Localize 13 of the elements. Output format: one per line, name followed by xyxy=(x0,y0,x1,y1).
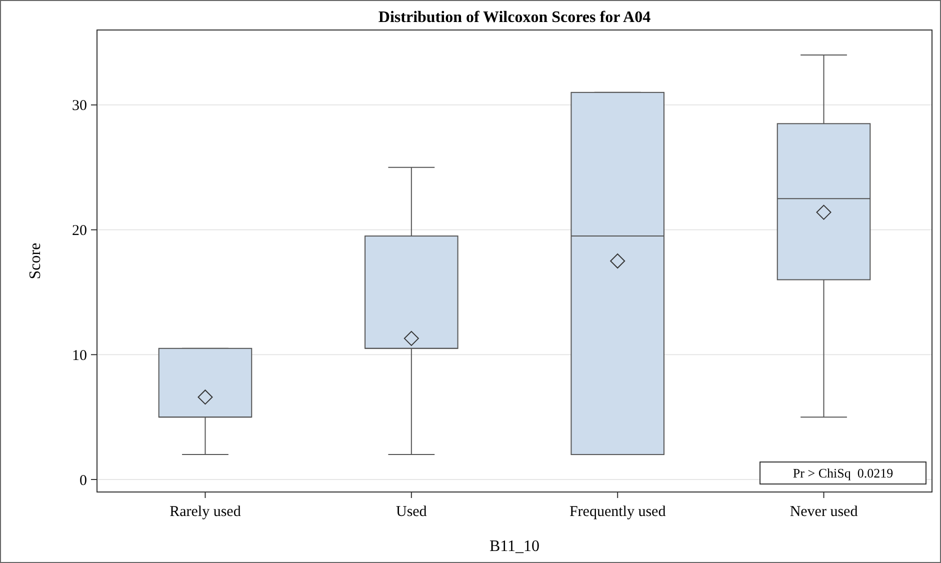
x-tick-label: Used xyxy=(396,504,428,520)
x-axis-title: B11_10 xyxy=(489,538,540,555)
note-box: Pr > ChiSq 0.0219 xyxy=(760,462,926,484)
y-tick-label: 0 xyxy=(80,472,87,489)
x-tick-label: Rarely used xyxy=(170,504,242,520)
annotation: Pr > ChiSq 0.0219 xyxy=(792,466,894,481)
chart-title: Distribution of Wilcoxon Scores for A04 xyxy=(378,9,651,26)
x-tick-label: Frequently used xyxy=(569,504,666,520)
y-tick-label: 20 xyxy=(72,223,87,240)
y-tick-label: 30 xyxy=(72,98,87,114)
y-tick-label: 10 xyxy=(72,348,87,364)
x-tick-label: Never used xyxy=(790,504,858,520)
y-axis-title: Score xyxy=(27,242,44,280)
